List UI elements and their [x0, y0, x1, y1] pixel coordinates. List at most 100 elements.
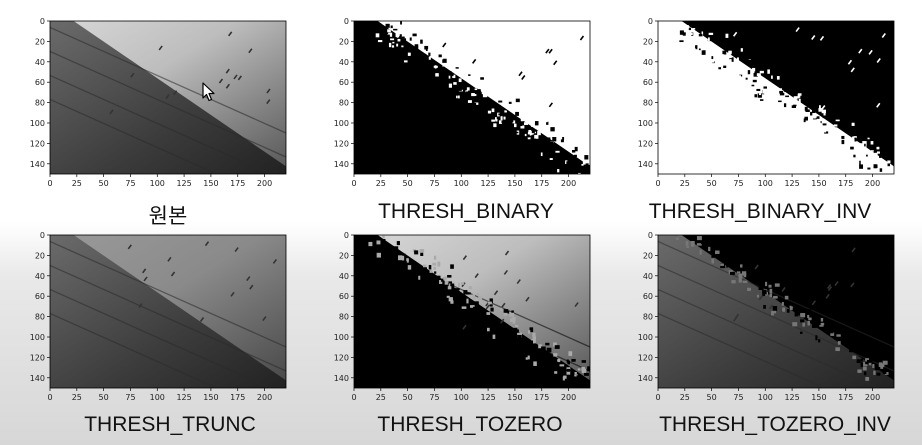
- x-tick-label: 175: [534, 179, 549, 188]
- y-tick-label: 80: [643, 313, 653, 322]
- y-tick-label: 80: [339, 313, 349, 322]
- image-area: [354, 235, 590, 388]
- y-tick-label: 60: [35, 78, 45, 87]
- x-tick-label: 50: [99, 393, 109, 402]
- x-tick-label: 125: [480, 393, 495, 402]
- y-tick-label: 60: [643, 292, 653, 301]
- y-tick-label: 100: [334, 119, 349, 128]
- panel-original: 0 25 50 75 100 125 150 175 200 0 20 40 60 80 100 120 140: [18, 14, 298, 194]
- y-tick-label: 80: [643, 99, 653, 108]
- x-tick-label: 100: [758, 393, 773, 402]
- x-tick-label: 0: [655, 393, 660, 402]
- x-tick-label: 100: [150, 179, 165, 188]
- panel-thresh-binary-inv: 0 25 50 75 100 125 150 175 200 0 20 40 60 80 100 120 140: [626, 14, 906, 194]
- x-tick-label: 125: [176, 179, 191, 188]
- x-tick-label: 25: [680, 393, 690, 402]
- image-area: [658, 235, 894, 388]
- y-tick-label: 40: [339, 272, 349, 281]
- x-tick-label: 200: [257, 393, 272, 402]
- x-tick-label: 50: [99, 179, 109, 188]
- x-tick-label: 125: [784, 179, 799, 188]
- y-tick-label: 80: [35, 313, 45, 322]
- x-tick-label: 150: [203, 393, 218, 402]
- caption-original: 원본: [148, 205, 188, 228]
- x-tick-label: 100: [150, 393, 165, 402]
- y-tick-label: 100: [638, 119, 653, 128]
- y-tick-label: 60: [35, 292, 45, 301]
- y-tick-label: 60: [339, 78, 349, 87]
- x-tick-label: 75: [429, 393, 439, 402]
- x-tick-label: 150: [507, 179, 522, 188]
- x-tick-label: 75: [733, 179, 743, 188]
- x-tick-label: 50: [707, 393, 717, 402]
- y-tick-label: 80: [35, 99, 45, 108]
- y-tick-label: 140: [30, 374, 45, 383]
- y-tick-label: 60: [339, 292, 349, 301]
- y-tick-label: 40: [643, 58, 653, 67]
- y-tick-label: 120: [334, 353, 349, 362]
- axes-frame: [657, 234, 895, 389]
- x-tick-label: 25: [72, 179, 82, 188]
- y-tick-label: 140: [334, 374, 349, 383]
- x-tick-label: 75: [125, 179, 135, 188]
- x-tick-label: 0: [655, 179, 660, 188]
- x-tick-label: 150: [811, 393, 826, 402]
- y-tick-label: 20: [643, 251, 653, 260]
- x-tick-label: 50: [403, 393, 413, 402]
- image-area: [50, 21, 286, 174]
- x-tick-label: 100: [758, 179, 773, 188]
- y-tick-label: 20: [339, 251, 349, 260]
- x-tick-label: 200: [865, 393, 880, 402]
- y-tick-label: 40: [35, 272, 45, 281]
- x-tick-label: 25: [376, 179, 386, 188]
- x-tick-label: 200: [865, 179, 880, 188]
- y-tick-label: 40: [643, 272, 653, 281]
- y-tick-label: 20: [339, 37, 349, 46]
- x-tick-label: 50: [403, 179, 413, 188]
- x-tick-label: 175: [838, 393, 853, 402]
- x-tick-label: 175: [230, 393, 245, 402]
- x-tick-label: 175: [534, 393, 549, 402]
- caption-thresh-binary-inv: THRESH_BINARY_INV: [648, 200, 872, 223]
- caption-thresh-tozero: THRESH_TOZERO: [377, 413, 563, 436]
- axes-frame: [49, 234, 287, 389]
- y-tick-label: 20: [35, 251, 45, 260]
- panel-thresh-tozero: 0 25 50 75 100 125 150 175 200 0 20 40 60 80 100 120 140: [322, 228, 602, 408]
- y-tick-label: 100: [30, 119, 45, 128]
- image-area: [658, 21, 894, 174]
- x-tick-label: 125: [176, 393, 191, 402]
- y-tick-label: 0: [344, 17, 349, 26]
- y-tick-label: 0: [648, 17, 653, 26]
- y-tick-label: 120: [638, 353, 653, 362]
- x-tick-label: 175: [230, 179, 245, 188]
- x-tick-label: 25: [376, 393, 386, 402]
- y-tick-label: 140: [638, 160, 653, 169]
- x-tick-label: 75: [733, 393, 743, 402]
- x-tick-label: 0: [351, 179, 356, 188]
- y-tick-label: 120: [334, 139, 349, 148]
- x-tick-label: 0: [351, 393, 356, 402]
- y-tick-label: 140: [334, 160, 349, 169]
- caption-thresh-trunc: THRESH_TRUNC: [84, 413, 256, 436]
- caption-thresh-tozero-inv: THRESH_TOZERO_INV: [659, 413, 891, 436]
- axes-frame: [49, 20, 287, 175]
- x-tick-label: 100: [454, 179, 469, 188]
- panel-thresh-binary: 0 25 50 75 100 125 150 175 200 0 20 40 60 80 100 120 140: [322, 14, 602, 194]
- axes-frame: [353, 20, 591, 175]
- x-tick-label: 75: [429, 179, 439, 188]
- x-tick-label: 0: [47, 179, 52, 188]
- plot-thresh-binary: 0 25 50 75 100 125 150 175 200 0 20 40 60 80 100 120 140: [334, 17, 591, 188]
- x-tick-label: 0: [47, 393, 52, 402]
- mouse-cursor-icon: [202, 82, 215, 102]
- x-tick-label: 25: [680, 179, 690, 188]
- y-tick-label: 100: [334, 333, 349, 342]
- panel-thresh-tozero-inv: 0 25 50 75 100 125 150 175 200 0 20 40 60 80 100 120 140: [626, 228, 906, 408]
- x-tick-label: 25: [72, 393, 82, 402]
- x-tick-label: 200: [257, 179, 272, 188]
- plot-original: 0 25 50 75 100 125 150 175 200 0 20 40 60 80 100 120 140: [30, 17, 287, 188]
- x-tick-label: 125: [784, 393, 799, 402]
- x-tick-label: 125: [480, 179, 495, 188]
- plot-thresh-binary-inv: 0 25 50 75 100 125 150 175 200 0 20 40 60 80 100 120 140: [638, 17, 895, 188]
- y-tick-label: 0: [344, 231, 349, 240]
- x-tick-label: 150: [507, 393, 522, 402]
